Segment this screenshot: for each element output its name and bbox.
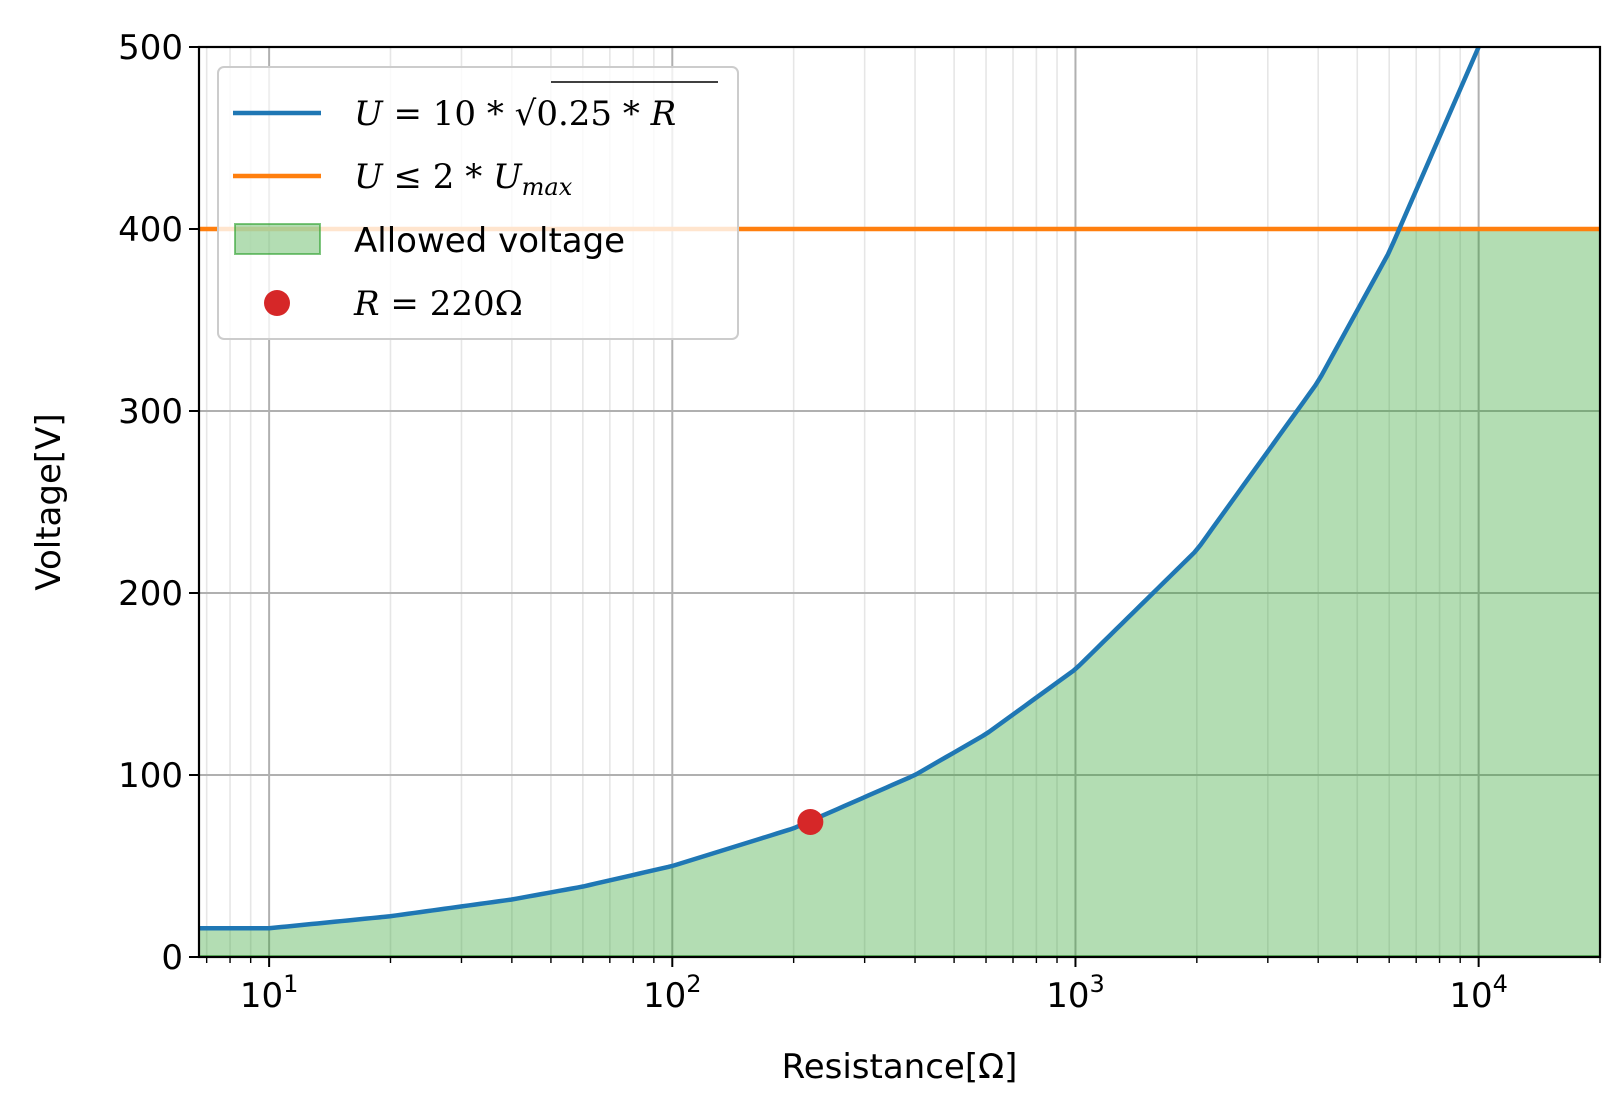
y-tick-label: 300 [118,392,183,432]
legend-item: R = 220Ω [264,284,523,324]
legend-item: U = 10 * √0.25 * R [233,94,676,134]
legend-label: U = 10 * √0.25 * R [354,94,676,134]
legend-box [217,66,739,340]
plot-frame [197,45,1602,959]
y-tick-label: 100 [118,756,183,796]
series-line-u-curve [199,46,1481,931]
x-tick-label: 101 [240,970,299,1016]
allowed-voltage-fill [199,229,1600,957]
legend-dot-swatch [264,290,290,316]
x-tick-label: 103 [1046,970,1105,1016]
legend-item: Allowed voltage [234,221,625,261]
y-axis-label: Voltage[V] [29,413,69,590]
legend-item: U ≤ 2 * Umax [233,157,573,201]
x-tick-label: 104 [1449,970,1508,1016]
y-tick-label: 500 [118,28,183,68]
y-tick-label: 0 [161,938,183,978]
axes-frame [197,45,1602,959]
legend: U = 10 * √0.25 * R U ≤ 2 * Umax Allowed vo… [217,66,739,340]
y-tick-label: 400 [118,210,183,250]
x-tick-label: 102 [643,970,702,1016]
legend-label: U ≤ 2 * Umax [354,157,573,201]
data-point-r-220 [797,808,824,835]
legend-label: R = 220Ω [353,284,523,324]
legend-label: Allowed voltage [354,221,625,261]
legend-patch-swatch [234,223,321,255]
y-tick-label: 200 [118,574,183,614]
tick-marks: 0 100 200 300 400 500 101 102 103 104 [118,28,1601,1016]
x-axis-label: Resistance[Ω] [782,1047,1018,1087]
